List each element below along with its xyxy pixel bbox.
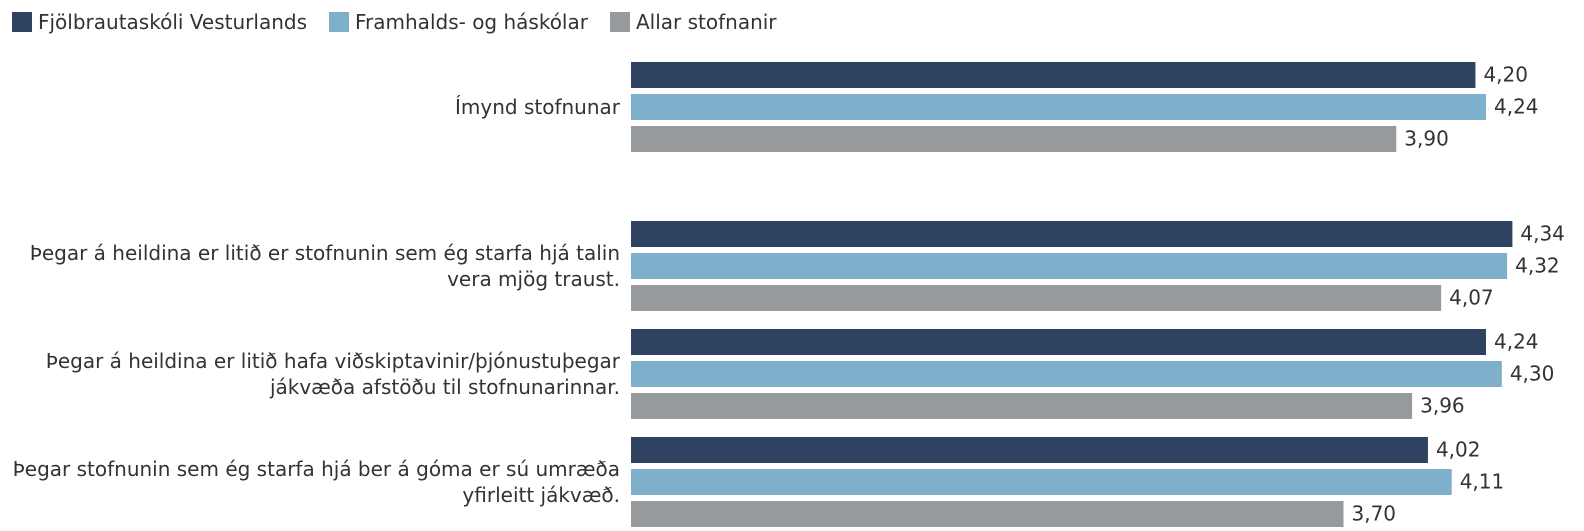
legend-swatch	[329, 12, 349, 32]
category-label: Þegar stofnunin sem ég starfa hjá ber á …	[12, 457, 620, 507]
bar	[631, 437, 1428, 463]
legend-swatch	[12, 12, 32, 32]
value-label: 3,70	[1352, 502, 1397, 526]
category-label: Ímynd stofnunar	[455, 95, 620, 119]
value-label: 4,24	[1494, 95, 1539, 119]
bar	[631, 501, 1344, 527]
bar	[631, 221, 1513, 247]
value-label: 3,90	[1404, 127, 1449, 151]
bar	[631, 393, 1413, 419]
legend-item: Fjölbrautaskóli Vesturlands	[12, 10, 307, 34]
legend-label: Allar stofnanir	[635, 10, 777, 34]
category-label: Þegar á heildina er litið hafa viðskipta…	[45, 349, 620, 399]
bar	[631, 469, 1452, 495]
value-label: 4,11	[1460, 470, 1505, 494]
legend: Fjölbrautaskóli Vesturlands Framhalds- og…	[12, 10, 777, 34]
legend-label: Framhalds- og háskólar	[355, 10, 588, 34]
value-label: 4,07	[1449, 286, 1494, 310]
value-label: 4,34	[1520, 222, 1565, 246]
category-label: Þegar á heildina er litið er stofnunin s…	[29, 241, 620, 291]
legend-item: Allar stofnanir	[609, 10, 777, 34]
legend-item: Framhalds- og háskólar	[329, 10, 588, 34]
value-label: 4,32	[1515, 254, 1560, 278]
bar	[631, 253, 1508, 279]
bar	[631, 361, 1502, 387]
value-label: 4,24	[1494, 330, 1539, 354]
bar	[631, 285, 1442, 311]
value-label: 3,96	[1420, 394, 1465, 418]
bar	[631, 329, 1486, 355]
bar	[631, 94, 1486, 120]
value-label: 4,02	[1436, 438, 1481, 462]
legend-swatch	[609, 12, 630, 32]
bar	[631, 126, 1397, 152]
value-label: 4,30	[1510, 362, 1555, 386]
legend-label: Fjölbrautaskóli Vesturlands	[38, 10, 307, 34]
value-label: 4,20	[1483, 63, 1528, 87]
bar	[631, 62, 1476, 88]
